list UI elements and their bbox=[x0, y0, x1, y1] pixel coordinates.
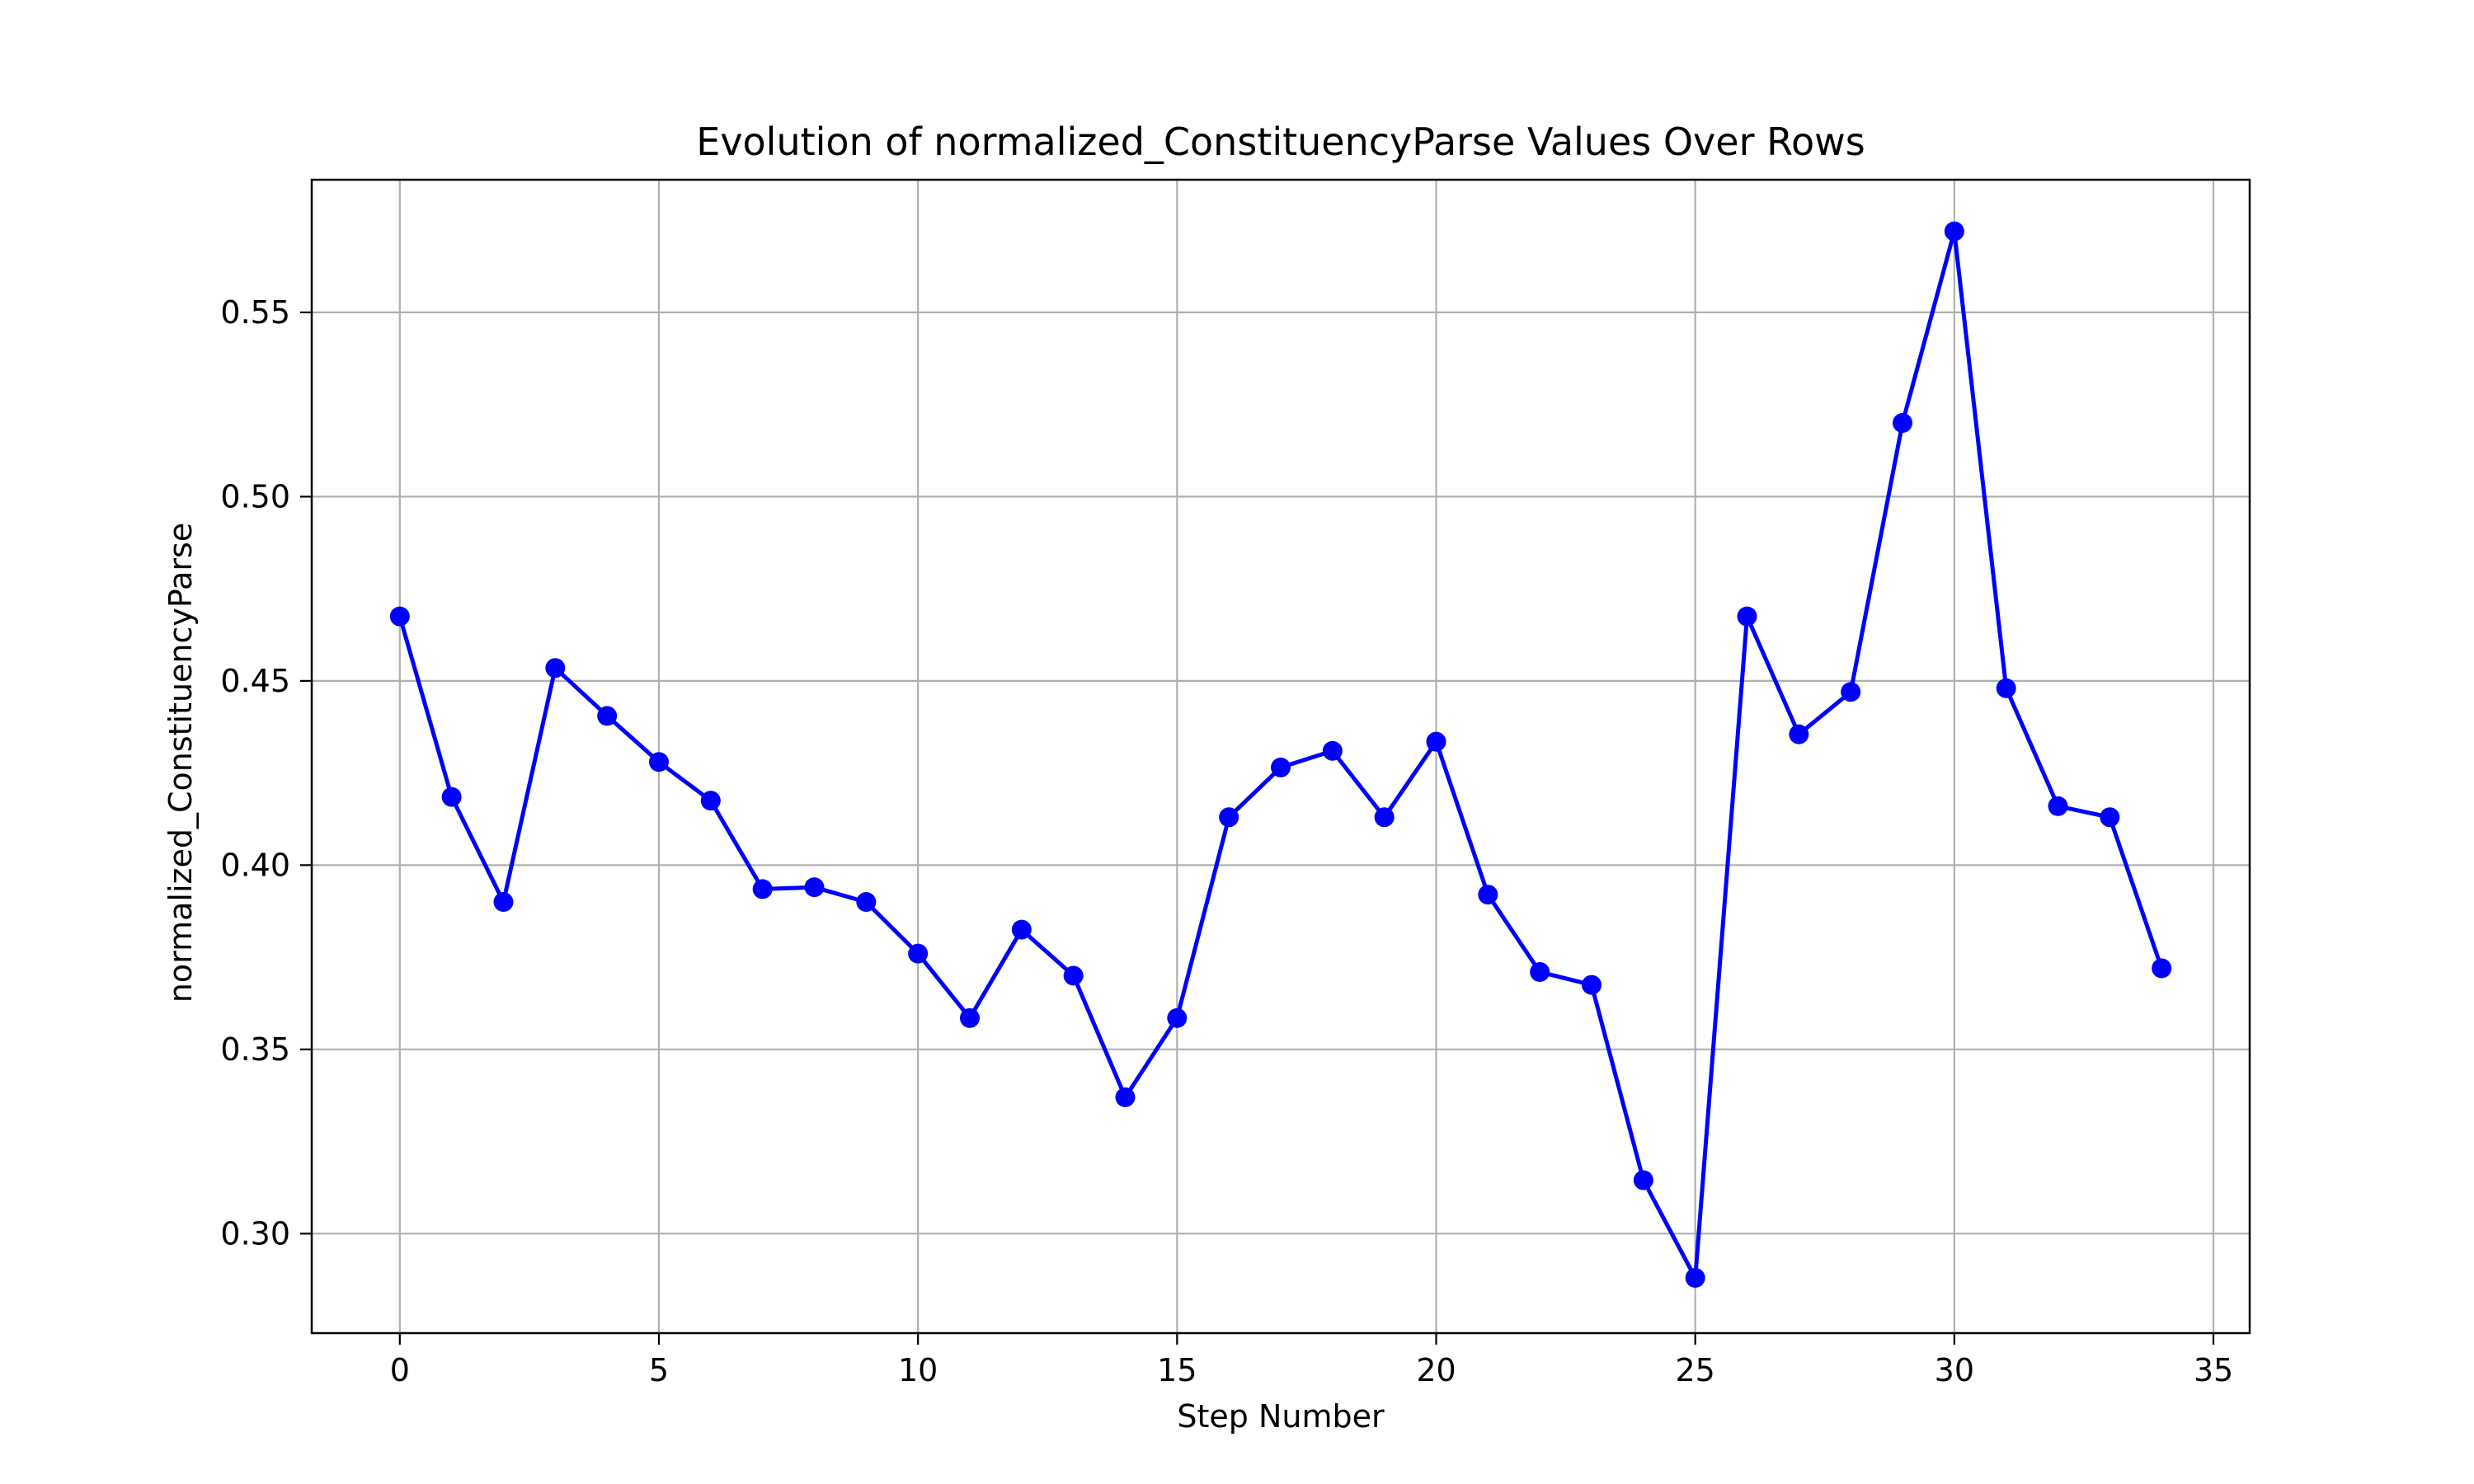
y-tick-label: 0.45 bbox=[220, 663, 290, 699]
x-tick-label: 0 bbox=[390, 1352, 410, 1388]
data-point bbox=[2152, 958, 2172, 979]
data-point bbox=[493, 892, 514, 913]
chart-title: Evolution of normalized_ConstituencyPars… bbox=[696, 120, 1865, 164]
data-point bbox=[1737, 606, 1757, 627]
data-point bbox=[1271, 757, 1291, 777]
data-point bbox=[856, 892, 877, 913]
x-tick-label: 35 bbox=[2194, 1352, 2233, 1388]
data-point bbox=[1063, 965, 1084, 986]
x-tick-label: 15 bbox=[1157, 1352, 1197, 1388]
axis-ticks: 0 5 10 15 20 25 30 35 0.30 0.35 0.40 0.45 0.50 0.55 bbox=[220, 294, 2233, 1388]
y-tick-label: 0.35 bbox=[220, 1031, 290, 1068]
data-point bbox=[1996, 678, 2016, 698]
data-point bbox=[1322, 740, 1343, 761]
data-point bbox=[959, 1007, 980, 1028]
grid-lines bbox=[312, 180, 2250, 1333]
x-tick-label: 30 bbox=[1935, 1352, 1974, 1388]
data-point bbox=[441, 787, 462, 807]
y-tick-label: 0.30 bbox=[220, 1215, 290, 1252]
data-series bbox=[389, 221, 2172, 1288]
data-point bbox=[1426, 731, 1446, 752]
data-point bbox=[545, 658, 566, 679]
data-point bbox=[1582, 974, 1602, 995]
data-point bbox=[1167, 1007, 1188, 1028]
data-point bbox=[1530, 961, 1550, 982]
data-point bbox=[389, 606, 410, 627]
data-point bbox=[1478, 885, 1498, 905]
data-point bbox=[1374, 807, 1395, 828]
data-point bbox=[1893, 412, 1913, 433]
y-axis-title: normalized_ConstituencyParse bbox=[162, 523, 199, 1003]
data-point bbox=[597, 706, 618, 726]
y-tick-label: 0.50 bbox=[220, 478, 290, 514]
data-point bbox=[1685, 1267, 1705, 1288]
y-tick-label: 0.40 bbox=[220, 847, 290, 883]
data-point bbox=[1789, 724, 1809, 744]
data-point bbox=[804, 877, 825, 898]
x-axis-title: Step Number bbox=[1177, 1398, 1385, 1435]
data-point bbox=[1115, 1087, 1136, 1107]
data-point bbox=[700, 791, 721, 811]
data-point bbox=[648, 752, 669, 773]
x-tick-label: 25 bbox=[1675, 1352, 1714, 1388]
data-point bbox=[1633, 1170, 1653, 1190]
y-tick-label: 0.55 bbox=[220, 294, 290, 331]
plot-frame bbox=[310, 178, 2251, 1335]
x-tick-label: 5 bbox=[649, 1352, 669, 1388]
data-point bbox=[2048, 796, 2068, 816]
data-point bbox=[1011, 919, 1032, 940]
x-tick-label: 10 bbox=[898, 1352, 938, 1388]
data-point bbox=[752, 879, 773, 899]
data-point bbox=[1219, 807, 1239, 828]
data-point bbox=[2100, 807, 2120, 828]
x-tick-label: 20 bbox=[1416, 1352, 1456, 1388]
data-point bbox=[1944, 221, 1964, 242]
data-point bbox=[908, 943, 929, 964]
data-point bbox=[1841, 682, 1861, 702]
